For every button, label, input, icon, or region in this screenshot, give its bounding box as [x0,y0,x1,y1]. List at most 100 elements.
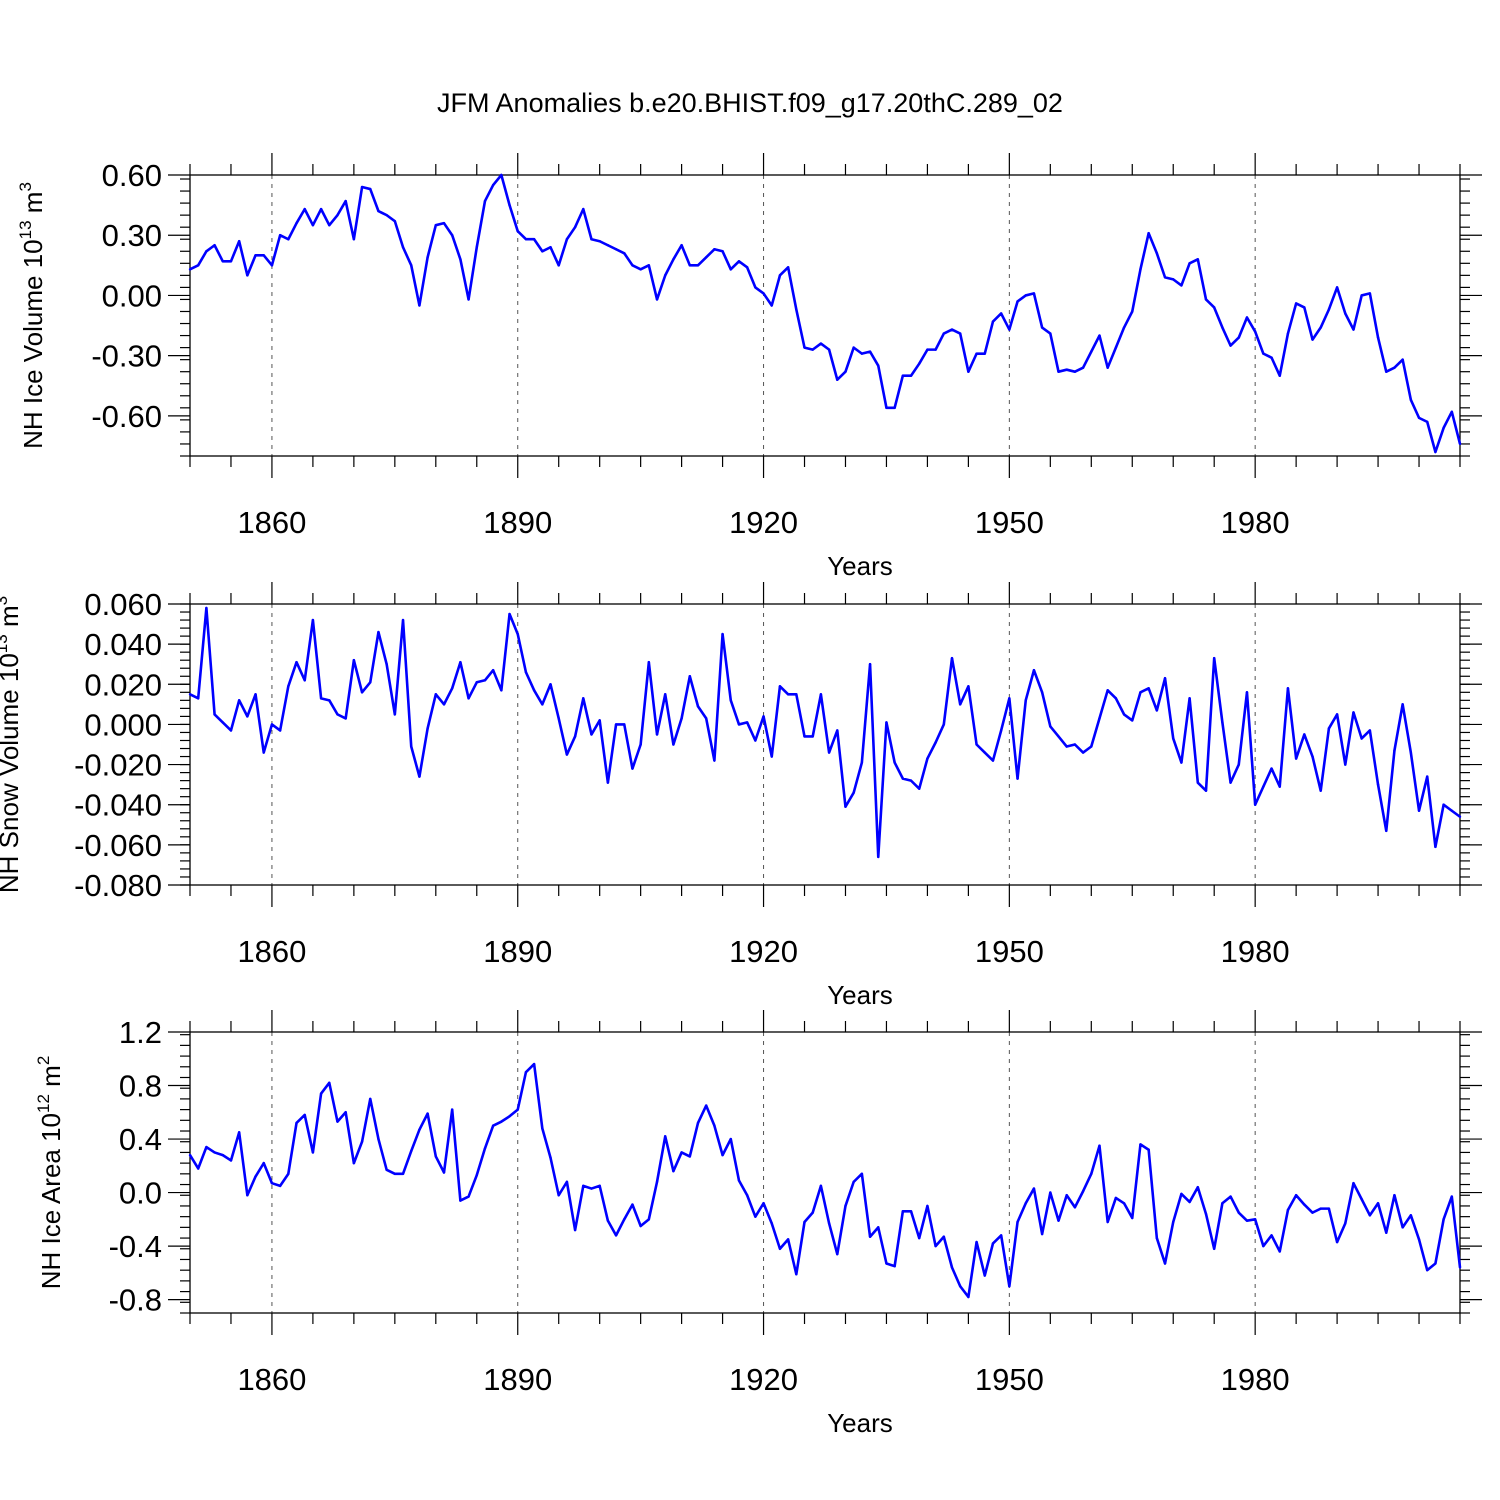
data-point-1940 [926,348,929,351]
data-point-1962 [1106,1220,1109,1224]
data-point-1863 [295,661,298,664]
data-point-1960 [1090,350,1093,353]
data-point-1940 [926,1204,929,1208]
data-point-1962 [1106,366,1109,369]
data-point-1916 [729,1137,732,1141]
data-point-1930 [844,805,847,808]
data-point-1947 [983,751,986,754]
data-point-1926 [811,735,814,738]
y-tick-label: 0.60 [102,158,162,193]
data-point-1917 [737,1179,741,1182]
data-point-1878 [418,1128,421,1131]
data-point-1998 [1401,703,1404,706]
data-point-1874 [385,663,388,666]
data-point-1907 [655,733,659,736]
data-point-1880 [434,223,438,227]
data-point-1852 [205,606,208,610]
data-point-1929 [836,1252,839,1256]
data-point-1932 [860,352,864,355]
data-point-1905 [639,743,642,746]
data-point-1954 [1040,326,1044,329]
data-point-1948 [991,1242,995,1245]
data-point-1980 [1253,1218,1257,1221]
data-point-1987 [1311,1211,1314,1214]
data-point-1868 [336,213,339,217]
data-point-1975 [1212,1247,1216,1250]
data-point-2000 [1417,809,1421,812]
data-point-1886 [483,199,487,203]
data-point-1895 [557,717,560,720]
data-point-1983 [1278,785,1281,788]
data-point-1930 [844,370,847,373]
data-point-1855 [229,729,233,732]
data-point-1990 [1335,286,1339,289]
x-tick-label: 1920 [729,505,798,540]
data-point-1914 [713,1124,716,1127]
y-axis-title: NH Ice Volume 1013 m3 [16,182,48,449]
data-point-1914 [713,248,716,251]
data-point-1881 [442,221,446,225]
data-point-1949 [999,312,1003,315]
data-point-1850 [188,693,192,696]
data-point-1889 [508,1115,511,1118]
data-point-1883 [459,258,462,261]
data-point-1915 [721,250,724,253]
data-point-1973 [1196,258,1200,261]
data-point-1969 [1163,1262,1167,1265]
x-tick-label: 1890 [483,934,552,969]
data-point-1979 [1245,316,1249,319]
data-point-1967 [1147,687,1150,690]
data-point-1970 [1172,278,1175,281]
data-point-1931 [852,1180,855,1184]
data-point-1853 [213,244,216,247]
data-point-1938 [909,779,913,782]
y-axis-title: NH Ice Area 1012 m2 [34,1056,66,1290]
data-point-1963 [1114,697,1118,700]
data-point-1898 [582,697,585,700]
data-point-1934 [877,364,880,367]
data-point-1969 [1163,276,1167,279]
y-tick-label: -0.060 [74,828,162,863]
data-point-1880 [434,693,438,696]
data-point-1959 [1081,366,1085,369]
data-point-1933 [868,663,872,666]
data-point-1891 [524,1070,528,1074]
data-point-1964 [1122,713,1126,716]
data-point-1942 [942,723,946,726]
data-point-1877 [410,1149,413,1153]
x-tick-label: 1860 [237,934,306,969]
data-point-1892 [532,238,536,241]
data-point-1923 [786,266,790,269]
data-point-1852 [205,1145,208,1149]
data-point-1917 [737,723,741,726]
data-point-1922 [778,1247,782,1250]
data-point-1912 [696,705,700,708]
data-point-1865 [311,1151,315,1154]
data-point-1999 [1409,398,1413,401]
data-point-1975 [1212,306,1216,309]
data-point-1911 [688,675,692,678]
data-point-1943 [950,1266,954,1269]
data-point-1873 [377,209,380,213]
data-point-1905 [639,1224,642,1228]
data-point-1882 [450,234,454,237]
data-point-1891 [524,671,528,674]
data-point-1910 [680,244,683,247]
data-point-1946 [975,352,978,355]
data-point-1928 [827,1222,831,1225]
data-point-1936 [893,1264,896,1268]
data-point-1989 [1327,308,1331,311]
plot-frame [189,603,1461,886]
data-point-1908 [664,693,667,696]
data-point-1951 [1016,777,1019,780]
data-point-1892 [532,1062,536,1066]
data-point-1983 [1278,374,1281,377]
data-point-1930 [844,1204,847,1208]
data-point-1867 [328,699,331,702]
data-point-1931 [852,346,855,349]
data-point-1994 [1368,1214,1372,1217]
data-point-1996 [1385,370,1388,373]
y-tick-label: -0.60 [91,399,162,434]
data-point-1942 [942,332,946,335]
data-point-1871 [360,185,364,189]
